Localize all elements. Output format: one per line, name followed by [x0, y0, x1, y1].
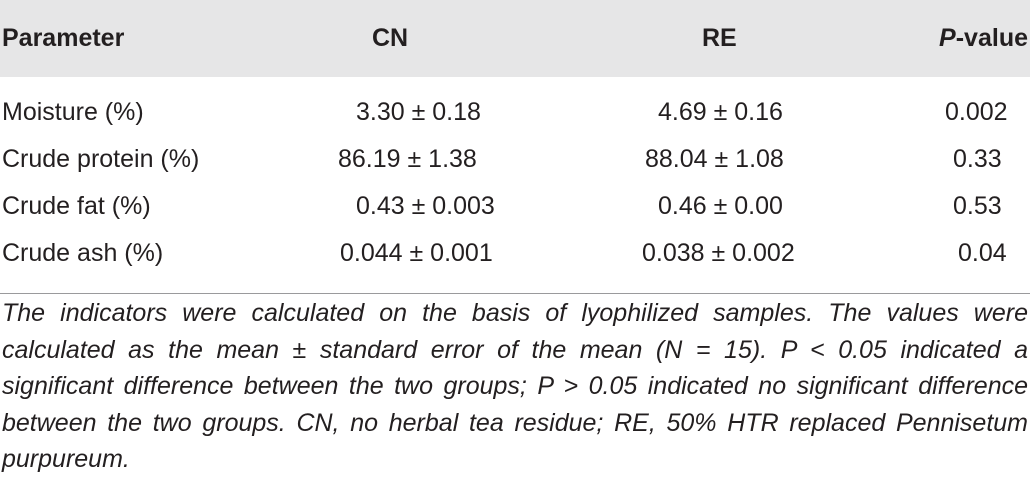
cell-cn: 86.19 ± 1.38: [338, 145, 477, 173]
table-header-row: Parameter CN RE P-value: [0, 0, 1030, 77]
header-p-value: P-value: [828, 0, 1030, 77]
cell-parameter: Crude ash (%): [2, 239, 164, 267]
cell-re: 0.038 ± 0.002: [642, 239, 795, 267]
cell-re: 4.69 ± 0.16: [658, 98, 783, 126]
header-p-letter: P: [939, 24, 956, 52]
cell-parameter: Crude fat (%): [2, 192, 151, 220]
cell-cn: 0.43 ± 0.003: [356, 192, 495, 220]
cell-re: 88.04 ± 1.08: [645, 145, 784, 173]
header-re: RE: [702, 24, 737, 52]
table-row: Crude ash (%) 0.044 ± 0.001 0.038 ± 0.00…: [0, 230, 1030, 277]
table-spacer: [0, 77, 1030, 89]
cell-p-value: 0.33: [953, 145, 1002, 173]
header-cn: CN: [372, 24, 409, 52]
cell-p-value: 0.04: [958, 239, 1007, 267]
cell-re: 0.46 ± 0.00: [658, 192, 783, 220]
data-table: Parameter CN RE P-value Moisture (%) 3.3…: [0, 0, 1030, 277]
cell-p-value: 0.53: [953, 192, 1002, 220]
table-row: Crude protein (%) 86.19 ± 1.38 88.04 ± 1…: [0, 136, 1030, 183]
header-parameter: Parameter: [2, 24, 125, 52]
table-footnote: The indicators were calculated on the ba…: [2, 299, 1028, 473]
cell-parameter: Moisture (%): [2, 98, 144, 126]
table-divider: [0, 293, 1030, 294]
header-p-suffix: -value: [955, 24, 1028, 52]
cell-cn: 0.044 ± 0.001: [340, 239, 493, 267]
cell-cn: 3.30 ± 0.18: [356, 98, 481, 126]
cell-p-value: 0.002: [945, 98, 1008, 126]
cell-parameter: Crude protein (%): [2, 145, 200, 173]
table-row: Crude fat (%) 0.43 ± 0.003 0.46 ± 0.00 0…: [0, 183, 1030, 230]
table-row: Moisture (%) 3.30 ± 0.18 4.69 ± 0.16 0.0…: [0, 89, 1030, 136]
